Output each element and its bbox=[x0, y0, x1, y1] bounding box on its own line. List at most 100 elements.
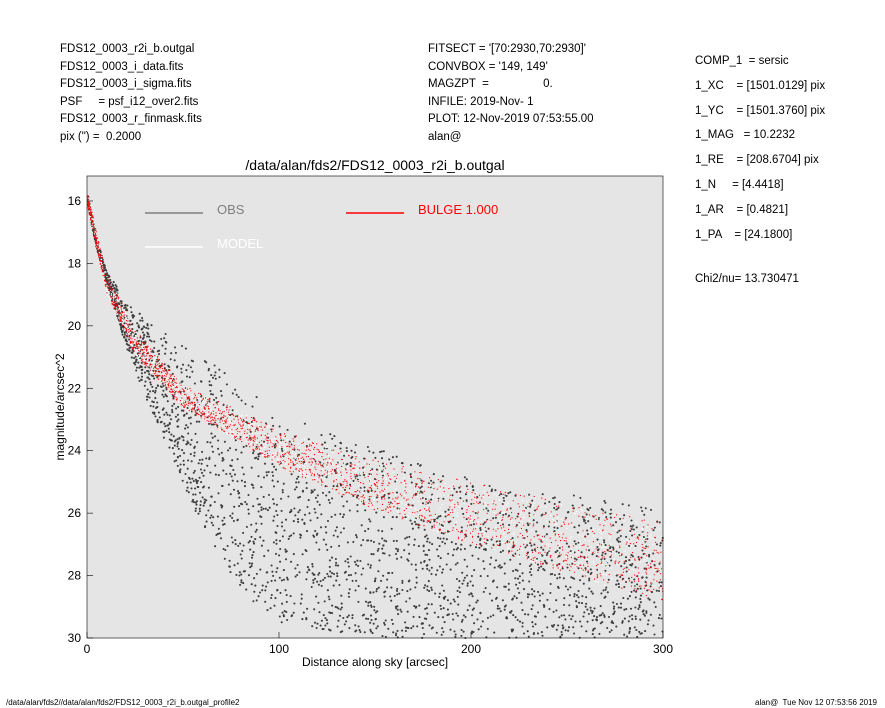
obs-point bbox=[581, 575, 584, 578]
bulge-point bbox=[639, 534, 641, 537]
obs-point bbox=[334, 513, 337, 516]
bulge-point bbox=[120, 306, 122, 309]
bulge-point bbox=[449, 512, 451, 514]
obs-point bbox=[300, 597, 303, 600]
model-point bbox=[244, 419, 246, 421]
obs-point bbox=[280, 525, 284, 528]
bulge-point bbox=[606, 518, 609, 520]
obs-point bbox=[494, 559, 498, 562]
obs-point bbox=[305, 481, 308, 484]
obs-point bbox=[284, 518, 288, 521]
obs-point bbox=[601, 551, 604, 554]
model-point bbox=[592, 527, 595, 530]
obs-point bbox=[372, 553, 375, 556]
model-point bbox=[209, 419, 211, 422]
obs-point bbox=[149, 390, 152, 393]
bulge-point bbox=[101, 270, 103, 272]
param-line: COMP_1 = sersic bbox=[695, 55, 789, 67]
bulge-point bbox=[421, 515, 423, 517]
model-point bbox=[285, 466, 287, 469]
obs-point bbox=[278, 539, 282, 542]
obs-point bbox=[320, 619, 323, 622]
obs-point bbox=[526, 551, 530, 554]
bulge-point bbox=[391, 503, 393, 505]
obs-point bbox=[183, 413, 186, 416]
obs-point bbox=[351, 616, 354, 620]
model-point bbox=[373, 497, 376, 500]
bulge-point bbox=[544, 513, 546, 516]
obs-point bbox=[408, 552, 411, 555]
obs-point bbox=[516, 569, 519, 572]
bulge-point bbox=[172, 383, 174, 385]
bulge-point bbox=[610, 525, 612, 527]
model-point bbox=[358, 473, 360, 475]
obs-point bbox=[477, 535, 480, 538]
obs-point bbox=[646, 589, 649, 592]
model-point bbox=[209, 404, 212, 407]
obs-point bbox=[472, 523, 475, 526]
bulge-point bbox=[237, 430, 239, 432]
obs-point bbox=[203, 469, 206, 472]
bulge-point bbox=[353, 474, 356, 476]
bulge-point bbox=[247, 422, 250, 424]
model-point bbox=[610, 567, 612, 569]
obs-point bbox=[634, 566, 637, 569]
bulge-point bbox=[290, 461, 292, 463]
obs-point bbox=[176, 425, 179, 428]
obs-point bbox=[657, 617, 660, 620]
bulge-point bbox=[121, 312, 124, 314]
bulge-point bbox=[243, 420, 245, 422]
model-point bbox=[379, 498, 381, 501]
obs-point bbox=[135, 366, 139, 369]
bulge-point bbox=[389, 506, 391, 508]
model-point bbox=[153, 359, 156, 361]
obs-point bbox=[249, 548, 252, 551]
bulge-point bbox=[271, 431, 273, 433]
bulge-point bbox=[245, 437, 247, 439]
model-point bbox=[518, 556, 521, 558]
model-point bbox=[323, 478, 325, 480]
obs-point bbox=[469, 580, 472, 583]
model-point bbox=[374, 486, 376, 488]
bulge-point bbox=[313, 454, 316, 456]
obs-point bbox=[434, 592, 437, 595]
obs-point bbox=[306, 566, 309, 569]
model-point bbox=[404, 511, 406, 513]
obs-point bbox=[280, 497, 283, 500]
obs-point bbox=[210, 521, 213, 524]
bulge-point bbox=[310, 464, 312, 466]
obs-point bbox=[162, 395, 165, 398]
bulge-point bbox=[116, 294, 118, 296]
bulge-point bbox=[563, 560, 565, 562]
model-point bbox=[487, 543, 489, 545]
obs-point bbox=[648, 553, 651, 556]
obs-point bbox=[129, 319, 132, 322]
model-point bbox=[335, 476, 338, 478]
model-point bbox=[251, 417, 253, 420]
bulge-point bbox=[322, 466, 324, 468]
obs-point bbox=[128, 344, 131, 347]
bulge-point bbox=[212, 410, 214, 412]
bulge-point bbox=[493, 500, 495, 502]
obs-point bbox=[369, 630, 373, 633]
bulge-point bbox=[253, 440, 255, 442]
model-point bbox=[222, 425, 224, 427]
obs-point bbox=[456, 546, 459, 550]
model-point bbox=[301, 438, 303, 441]
obs-point bbox=[297, 475, 300, 478]
bulge-point bbox=[474, 493, 476, 495]
obs-point bbox=[367, 604, 370, 607]
model-point bbox=[250, 425, 253, 427]
obs-point bbox=[148, 339, 152, 342]
model-point bbox=[231, 423, 234, 425]
model-point bbox=[342, 476, 344, 478]
obs-point bbox=[525, 529, 528, 532]
obs-point bbox=[320, 513, 323, 516]
model-point bbox=[262, 454, 264, 457]
bulge-point bbox=[224, 420, 226, 422]
model-point bbox=[628, 571, 630, 573]
obs-point bbox=[354, 630, 357, 633]
obs-point bbox=[383, 552, 386, 555]
bulge-point bbox=[471, 499, 473, 501]
obs-point bbox=[627, 620, 630, 623]
